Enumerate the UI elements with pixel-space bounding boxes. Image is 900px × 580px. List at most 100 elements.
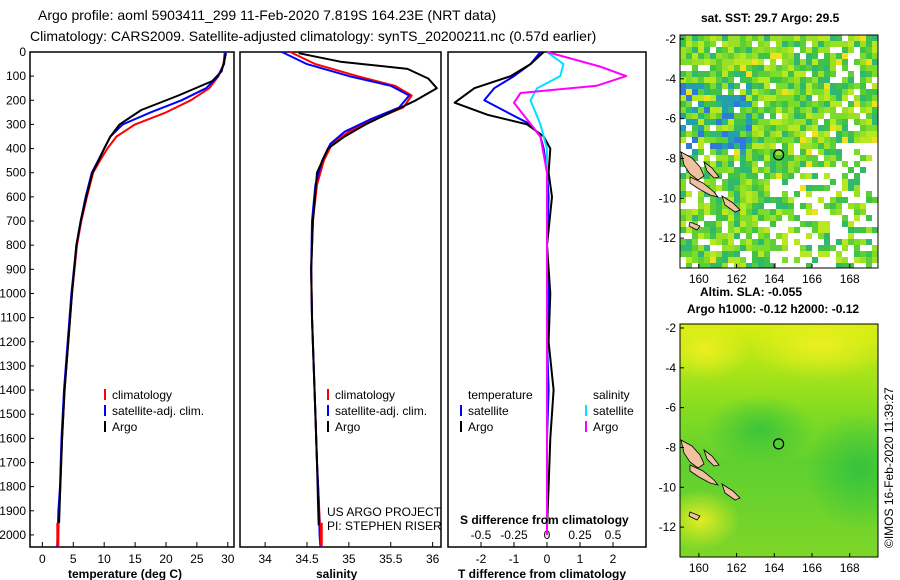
sst-cell [752, 107, 758, 113]
sst-cell [776, 107, 782, 113]
sst-cell [818, 149, 824, 155]
island-shape [703, 160, 720, 179]
sst-cell [728, 131, 734, 137]
sst-cell [770, 245, 776, 251]
sst-cell [722, 83, 728, 89]
sst-cell [842, 263, 848, 268]
sst-cell [692, 41, 698, 47]
sst-cell [782, 101, 788, 107]
sst-cell [710, 113, 716, 119]
sst-cell [692, 119, 698, 125]
sst-cell [806, 245, 812, 251]
sst-cell [764, 137, 770, 143]
sst-cell [680, 107, 686, 113]
sst-cell [710, 263, 716, 268]
sst-cell [692, 95, 698, 101]
sst-cell [842, 77, 848, 83]
sst-cell [764, 47, 770, 53]
sst-cell [704, 179, 710, 185]
sst-cell [836, 59, 842, 65]
sst-cell [740, 149, 746, 155]
sst-cell [824, 233, 830, 239]
sst-cell [788, 125, 794, 131]
altimetry-high-region [680, 324, 750, 380]
sst-cell [680, 131, 686, 137]
sst-cell [764, 197, 770, 203]
sst-cell [782, 197, 788, 203]
sst-cell [854, 185, 860, 191]
sst-cell [800, 185, 806, 191]
series-line-argo [298, 52, 438, 526]
sst-cell [812, 257, 818, 263]
depth-tick-label: 1700 [0, 455, 26, 469]
sst-cell [758, 185, 764, 191]
sst-cell [686, 239, 692, 245]
sst-map-title: sat. SST: 29.7 Argo: 29.5 [701, 11, 840, 25]
sst-cell [866, 257, 872, 263]
altimetry-map-panel: Altim. SLA: -0.055 Argo h1000: -0.12 h20… [659, 285, 879, 575]
sst-cell [782, 245, 788, 251]
sst-cell [764, 149, 770, 155]
sst-cell [818, 131, 824, 137]
sst-cell [716, 185, 722, 191]
sst-cell [710, 179, 716, 185]
sst-cell [866, 119, 872, 125]
sst-cell [722, 113, 728, 119]
sst-cell [752, 119, 758, 125]
sst-cell [686, 89, 692, 95]
sst-cell [746, 65, 752, 71]
legend-swatch-satellite [327, 405, 329, 416]
sst-cell [848, 131, 854, 137]
sst-cell [848, 113, 854, 119]
sst-cell [704, 83, 710, 89]
sst-cell [734, 179, 740, 185]
sst-cell [866, 101, 872, 107]
sst-cell [740, 107, 746, 113]
sst-cell [692, 71, 698, 77]
sst-cell [746, 77, 752, 83]
sst-cell [854, 35, 860, 41]
sst-cell [848, 83, 854, 89]
sst-cell [860, 239, 866, 245]
sst-cell [848, 185, 854, 191]
sst-cell [770, 131, 776, 137]
sst-cell [734, 257, 740, 263]
sst-cell [728, 161, 734, 167]
sst-cell [716, 155, 722, 161]
sst-cell [752, 203, 758, 209]
sst-cell [818, 227, 824, 233]
sst-cell [812, 53, 818, 59]
salinity-xlabel: salinity [316, 567, 358, 580]
map-y-tick-label: -6 [665, 401, 676, 415]
sst-cell [824, 221, 830, 227]
sst-cell [782, 203, 788, 209]
sst-cell [812, 125, 818, 131]
sst-cell [818, 137, 824, 143]
depth-tick-label: 200 [6, 93, 26, 107]
island-shape [721, 483, 741, 501]
depth-tick-label: 1000 [0, 286, 26, 300]
sst-cell [848, 71, 854, 77]
altimetry-title: Altim. SLA: -0.055 [700, 285, 802, 299]
sst-cell [758, 47, 764, 53]
sst-cell [824, 227, 830, 233]
sst-cell [830, 179, 836, 185]
sst-cell [752, 173, 758, 179]
sst-cell [680, 161, 686, 167]
sst-cell [806, 161, 812, 167]
sst-cell [854, 215, 860, 221]
sst-cell [806, 251, 812, 257]
sst-cell [746, 227, 752, 233]
sst-cell [710, 143, 716, 149]
sst-cell [812, 89, 818, 95]
sst-cell [872, 137, 878, 143]
sst-cell [806, 119, 812, 125]
sst-cell [836, 41, 842, 47]
sst-cell [782, 143, 788, 149]
sst-cell [722, 65, 728, 71]
sst-cell [716, 95, 722, 101]
sst-cell [704, 59, 710, 65]
sst-cell [758, 113, 764, 119]
sst-cell [740, 137, 746, 143]
map-y-tick-label: -8 [665, 440, 676, 454]
